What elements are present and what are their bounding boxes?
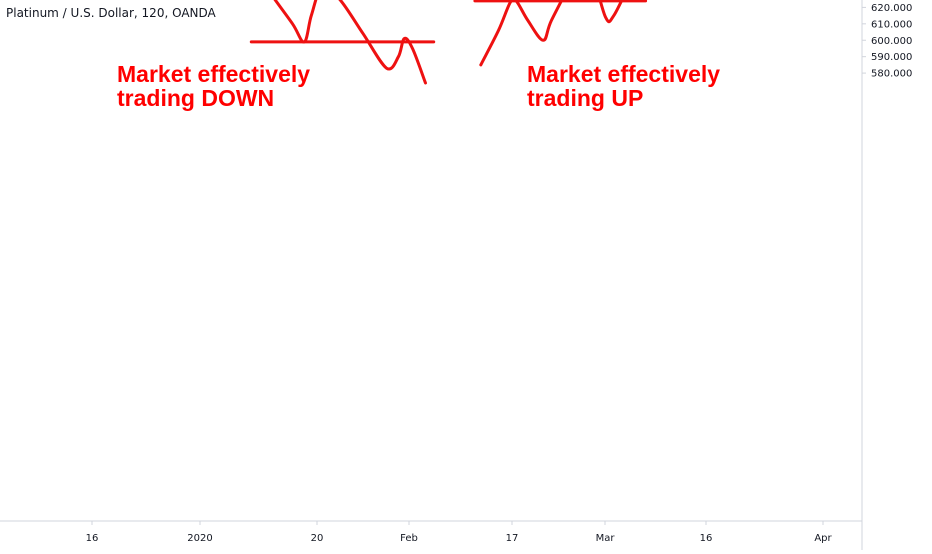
price-tick-label: 580.000: [871, 69, 912, 80]
symbol-title: Platinum / U.S. Dollar, 120, OANDA: [6, 6, 216, 20]
price-line-downtrend: [273, 0, 427, 85]
annotation-trading-down: trading DOWN: [117, 85, 274, 111]
time-tick-label: 2020: [187, 533, 212, 544]
time-tick-label: Apr: [814, 533, 832, 544]
annotation-trading-up: Market effectively: [527, 61, 720, 87]
time-tick-label: Feb: [400, 533, 418, 544]
price-tick-label: 610.000: [871, 19, 912, 30]
price-line-uptrend: [479, 0, 624, 67]
price-tick-label: 620.000: [871, 3, 912, 14]
time-tick-label: Mar: [596, 533, 616, 544]
time-tick-label: 20: [311, 533, 324, 544]
time-tick-label: 16: [700, 533, 713, 544]
time-tick-label: 17: [506, 533, 519, 544]
time-tick-label: 16: [86, 533, 99, 544]
annotation-trading-down: Market effectively: [117, 61, 310, 87]
price-tick-label: 600.000: [871, 36, 912, 47]
price-tick-label: 590.000: [871, 52, 912, 63]
annotation-trading-up: trading UP: [527, 85, 643, 111]
